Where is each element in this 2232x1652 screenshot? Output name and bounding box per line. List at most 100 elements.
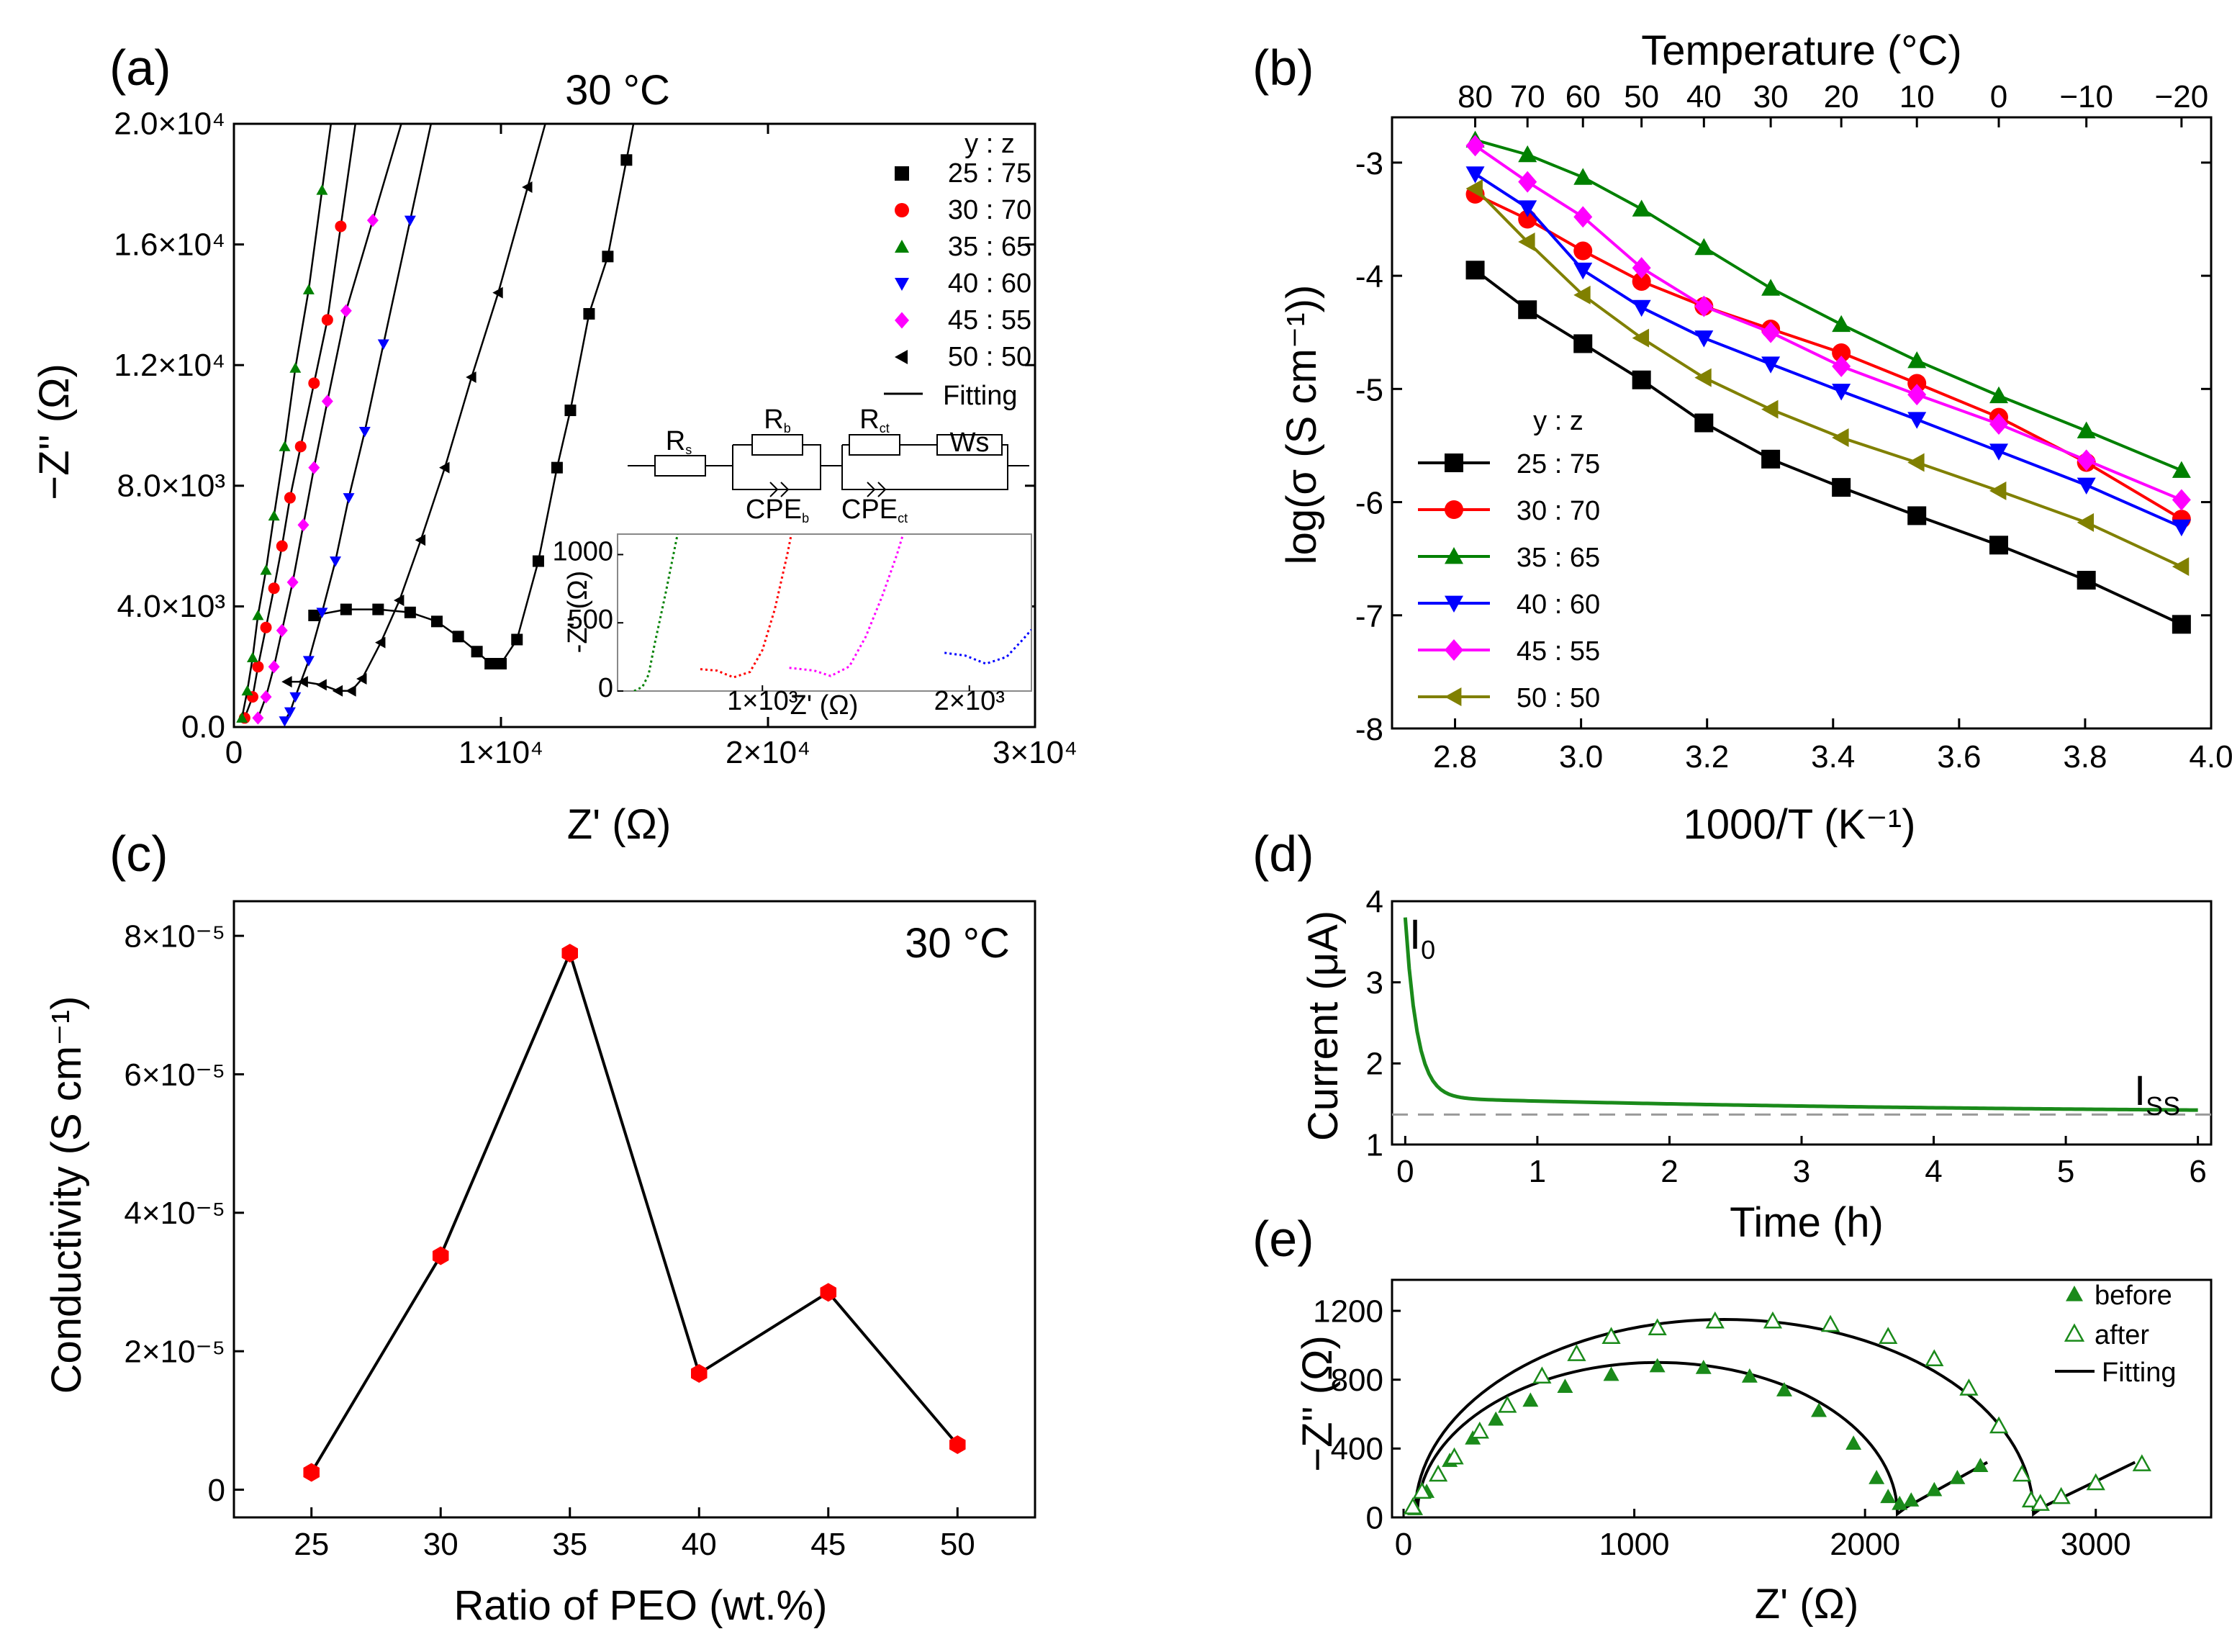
plot-frame [1391,116,2213,730]
inset-plot: 1×10³ 2×10³ 0 500 1000 Z' (Ω) -Z'' (Ω) [552,533,1032,721]
data-point [1811,1402,1827,1417]
y-tick-label: 4 [1366,884,1383,919]
data-point [340,304,352,317]
data-point [252,609,264,620]
data-point [430,615,443,628]
data-point [308,461,320,474]
data-point [1518,200,1537,217]
fit-line-extension [340,124,357,227]
data-point [1907,453,1925,472]
data-point [2172,615,2191,634]
data-point [1428,1464,1448,1482]
inset-curve [700,534,792,679]
resistor-rb [751,434,803,456]
legend-label: 35 : 65 [1517,543,1600,573]
data-point [452,631,464,643]
legend-label: 25 : 75 [1517,449,1600,479]
legend-label: 50 : 50 [1517,683,1600,713]
data-point [1694,238,1714,256]
data-point [1601,1327,1621,1344]
y-axis-label: log(σ (S cm⁻¹)) [1278,285,1325,565]
circuit-label: CPEb [746,495,809,525]
data-point [1869,1470,1885,1484]
inset-curve [789,534,905,677]
plot-frame [232,900,1036,1519]
y-tick-label: -7 [1355,599,1383,634]
x-tick-label: 3.4 [1811,739,1855,775]
data-point [321,314,333,326]
data-point [1695,1359,1712,1374]
legend-marker [895,166,909,181]
data-point [1832,355,1851,377]
data-point [252,661,264,673]
data-point [1880,1489,1897,1504]
legend-marker-before [2066,1286,2083,1301]
data-point [2021,1490,2041,1508]
data-point [1694,413,1714,433]
inset-y-label: -Z'' (Ω) [563,571,593,654]
data-point [260,690,272,704]
y-tick-label: 800 [1331,1363,1383,1398]
data-point [551,461,563,474]
data-point [1694,368,1712,387]
data-point [1761,449,1781,469]
legend-label: 45 : 55 [1517,636,1600,667]
x-axis-label: Ratio of PEO (wt.%) [454,1582,828,1629]
x-tick-label: 3000 [2061,1527,2131,1562]
fit-line-extension [409,124,433,221]
top-axis-label: Temperature (°C) [1641,27,1961,74]
data-point [316,608,328,618]
data-point [1632,257,1651,279]
data-point [1632,271,1651,291]
data-point [1567,1344,1586,1361]
data-point [1518,300,1537,320]
fit-line-extension [321,124,333,191]
data-point [297,518,310,532]
y-tick-label: 2×10⁻⁵ [124,1335,225,1370]
data-point [492,286,503,299]
x-tick-label: 25 [294,1527,329,1562]
data-point [358,426,371,438]
panel-label: (b) [1252,40,1314,96]
plot-frame [1391,1278,2213,1519]
y-axis-label: −Z'' (Ω) [31,364,78,500]
data-point [1465,179,1483,199]
y-tick-label: 8.0×10³ [117,469,225,504]
cpe-b-symbol [769,482,790,497]
top-tick-label: 10 [1899,79,1935,114]
data-point [2030,1494,2050,1511]
legend-marker [1445,595,1463,613]
data-point [1445,1447,1464,1465]
y-tick-label: 4.0×10³ [117,589,225,624]
data-point [1879,1327,1898,1344]
annotation-iss: ISS [2134,1068,2180,1121]
y-tick-label: 2.0×10⁴ [114,107,225,142]
panel-e: (e) 0 1000 2000 3000 0 400 800 1200 Z' (Ω) −Z'' (Ω… [1252,1211,2213,1628]
data-point [949,1435,966,1455]
data-point [2077,571,2096,590]
x-tick-label: 40 [682,1527,717,1562]
data-point [1907,384,1927,406]
data-point [1925,1349,1944,1367]
fit-line [284,220,412,722]
x-tick-label: 3.8 [2063,739,2107,775]
y-tick-label: 4×10⁻⁵ [124,1196,225,1231]
data-point [1761,400,1779,419]
data-point [2012,1464,2032,1482]
x-tick-label: 30 [423,1527,458,1562]
legend-marker [895,240,909,253]
legend-title: y : z [964,129,1015,159]
top-tick-label: 40 [1686,79,1722,114]
data-point [1926,1481,1943,1497]
data-point [1573,168,1593,185]
fit-line [240,190,323,718]
data-point [2172,489,2191,511]
data-point [1470,1421,1489,1439]
panel-a: (a) 30 °C 0 1×10⁴ 2×10⁴ 3×10⁴ 0.0 4.0×10³ 8.0×10… [31,40,1077,848]
data-point [1412,1481,1432,1499]
data-point [1573,334,1593,353]
data-point [1573,262,1593,280]
y-tick-label: 1 [1366,1127,1383,1163]
data-point [1989,481,2007,500]
